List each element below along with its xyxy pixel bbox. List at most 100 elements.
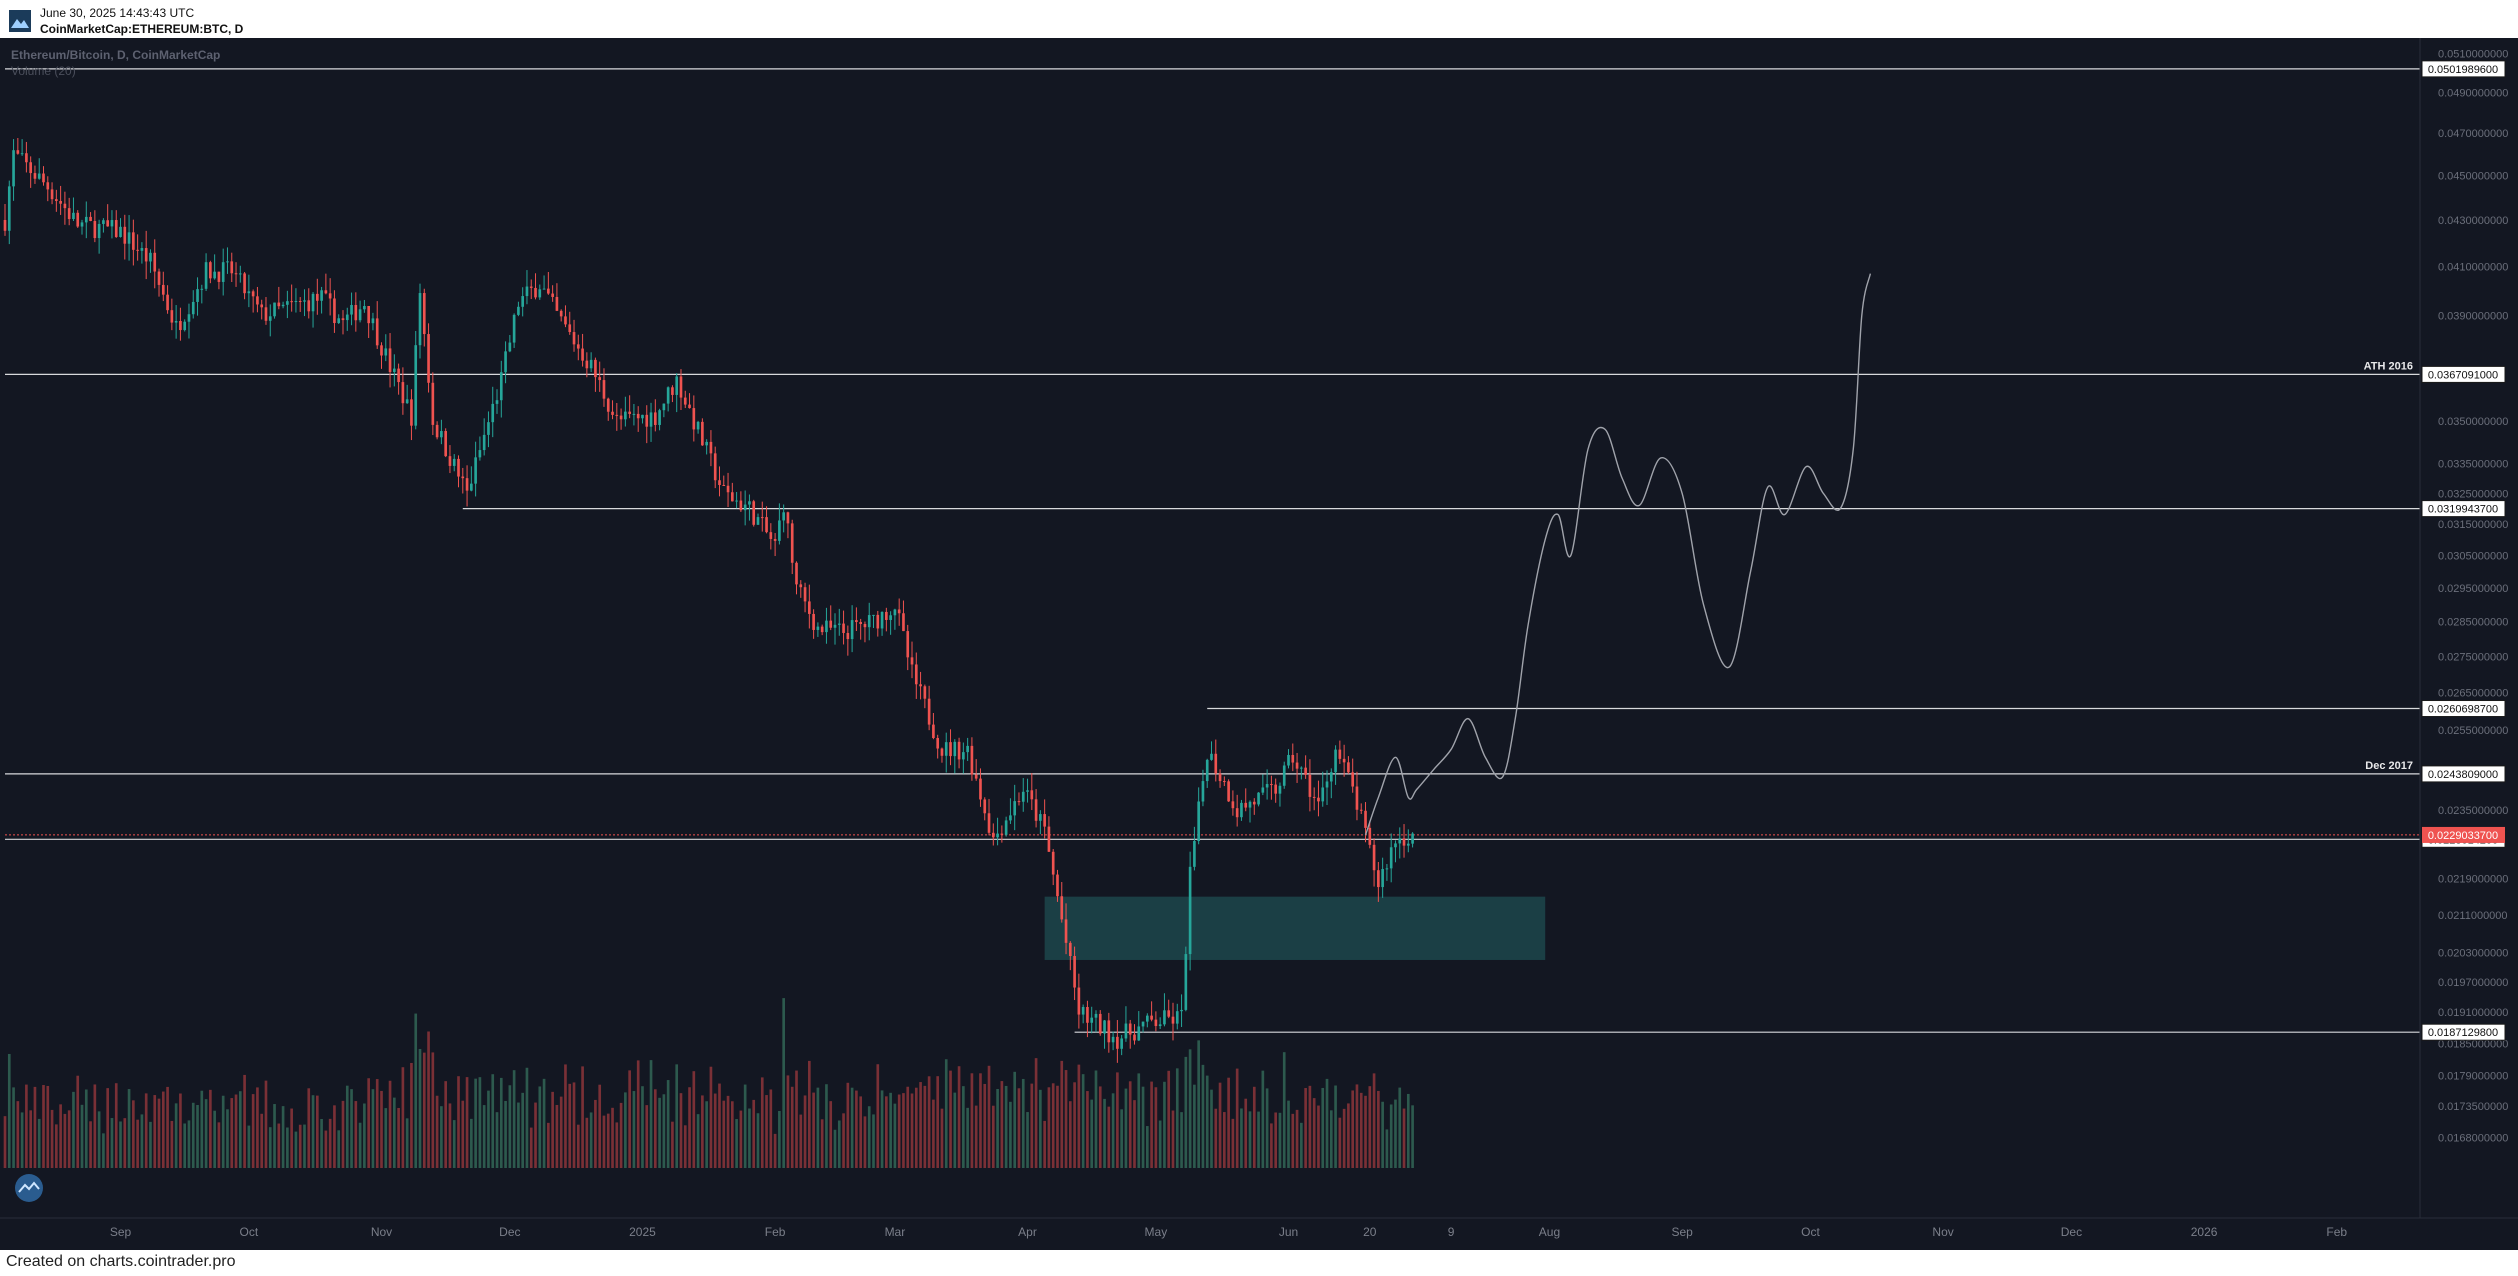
candle-body (842, 623, 845, 633)
candle-body (298, 301, 302, 303)
price-level-tag[interactable] (2421, 1023, 2506, 1041)
candle-body (914, 664, 918, 685)
volume-bar (1385, 1129, 1389, 1168)
candle-body (559, 310, 563, 317)
candle-body (1389, 847, 1393, 869)
projection-path[interactable] (1364, 273, 1872, 836)
volume-bar (1411, 1105, 1414, 1168)
volume-bar (683, 1125, 687, 1168)
candle-body (662, 403, 666, 411)
volume-bar (1184, 1056, 1188, 1168)
current-price-value: 0.0229033700 (2428, 830, 2498, 842)
current-price-tag (2422, 826, 2505, 843)
volume-bar (80, 1104, 84, 1168)
candle-body (363, 306, 366, 310)
x-tick-label: Dec (2061, 1225, 2082, 1239)
candle-body (906, 631, 910, 658)
volume-bar (979, 1073, 982, 1168)
price-level-tag[interactable] (2421, 60, 2506, 78)
volume-bar (936, 1076, 940, 1168)
volume-bar (1368, 1086, 1372, 1168)
candle-body (795, 562, 798, 585)
volume-bar (119, 1121, 122, 1168)
volume-bar (1064, 1070, 1068, 1168)
candle-body (547, 288, 550, 294)
candle-body (106, 220, 110, 227)
price-level-tag[interactable] (2421, 765, 2506, 783)
price-chart[interactable]: 0.0510000000 0.0490000000 0.0470000000 0.04… (0, 38, 2518, 1250)
volume-bar (632, 1091, 636, 1168)
candle-body (440, 431, 443, 438)
candle-body (833, 624, 837, 628)
candle-body (1342, 758, 1346, 763)
candle-body (825, 620, 828, 633)
volume-bar (166, 1086, 169, 1168)
volume-bar (1364, 1095, 1367, 1168)
candle-body (7, 186, 11, 231)
demand-zone[interactable] (1044, 896, 1546, 960)
volume-bar (1406, 1093, 1410, 1168)
candle-body (932, 724, 935, 739)
volume-bar (666, 1080, 670, 1168)
candle-body (598, 377, 602, 381)
candle-body (910, 657, 914, 665)
y-tick-label: 0.0470000000 (2438, 128, 2508, 140)
candle-body (1094, 1013, 1098, 1018)
volume-bar (585, 1117, 589, 1168)
candle-body (166, 294, 169, 311)
candle-body (876, 614, 880, 629)
snapshot-timestamp: June 30, 2025 14:43:43 UTC (40, 6, 195, 20)
volume-bar (1389, 1104, 1393, 1168)
volume-bar (277, 1123, 281, 1168)
candle-body (1240, 802, 1243, 818)
candle-body (748, 501, 751, 505)
volume-bar (204, 1099, 208, 1168)
volume-bar (444, 1081, 447, 1168)
candle-body (1150, 1015, 1153, 1020)
candle-body (902, 613, 905, 632)
candle-body (953, 741, 957, 757)
volume-bar (307, 1088, 311, 1168)
volume-bar (688, 1087, 691, 1168)
candle-body (273, 302, 276, 317)
candle-body (1351, 772, 1355, 787)
volume-bar (1158, 1120, 1162, 1168)
volume-bar (1240, 1108, 1243, 1168)
candle-body (1039, 814, 1042, 821)
x-tick-label: Nov (1932, 1225, 1953, 1239)
candle-body (782, 512, 785, 521)
candle-body (410, 399, 413, 426)
volume-bar (1094, 1070, 1098, 1168)
candle-body (1056, 874, 1059, 897)
volume-bar (701, 1095, 704, 1168)
chart-frame[interactable]: 0.0510000000 0.0490000000 0.0470000000 0.04… (0, 38, 2518, 1250)
volume-bar (820, 1119, 824, 1168)
candle-body (812, 613, 815, 630)
volume-bar (1282, 1052, 1286, 1168)
candle-body (294, 301, 298, 303)
volume-bar (427, 1031, 430, 1168)
volume-bar (37, 1118, 41, 1168)
candle-body (581, 348, 584, 361)
candle-body (132, 232, 135, 250)
volume-bar (1359, 1092, 1363, 1168)
candle-body (72, 212, 75, 220)
candle-body (773, 538, 777, 541)
volume-bar (72, 1091, 75, 1168)
candle-body (1270, 784, 1273, 786)
candle-body (696, 421, 700, 430)
volume-bar (63, 1113, 67, 1168)
candle-body (572, 332, 576, 345)
price-level-tag[interactable] (2421, 365, 2506, 383)
volume-bar (183, 1123, 187, 1168)
volume-bar (465, 1077, 469, 1168)
volume-bar (795, 1070, 798, 1168)
candle-body (1372, 844, 1376, 871)
candle-body (93, 221, 97, 239)
candle-body (606, 398, 610, 412)
candle-body (230, 261, 234, 274)
price-level-tag[interactable] (2421, 500, 2506, 518)
volume-bar (375, 1079, 379, 1168)
price-axis-background (2420, 38, 2518, 1250)
price-level-tag[interactable] (2421, 700, 2506, 718)
